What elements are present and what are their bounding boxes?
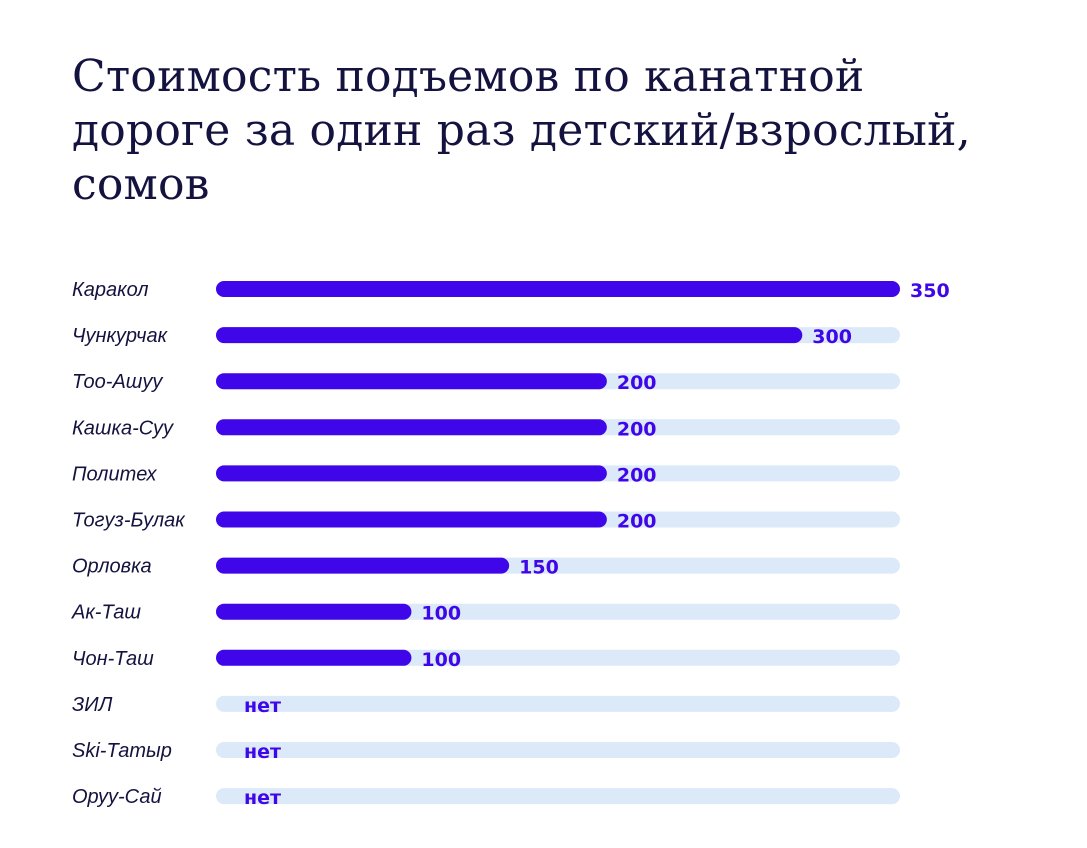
bar [216,465,607,482]
value-label: нет [244,695,281,717]
bar-track [216,695,900,712]
category-label: Ак-Таш [71,602,141,624]
bar-row: Тоо-Ашуу 200 [72,371,900,394]
value-label: 300 [812,326,852,348]
bar [216,511,607,528]
category-label: Тоо-Ашуу [72,371,163,393]
bar-row: Орловка 150 [72,556,900,579]
value-label: 200 [617,511,657,533]
category-label: Каракол [72,279,149,301]
category-label: Оруу-Сай [72,786,162,808]
value-label: нет [244,741,281,763]
bar-track [216,788,900,805]
bar-track [216,742,900,758]
bar [216,649,412,666]
bar-row: Чункурчак 300 [72,325,900,348]
bar [216,327,803,344]
category-label: Ski-Татыр [72,740,172,762]
category-label: Кашка-Суу [72,417,174,439]
category-label: Чункурчак [72,325,169,347]
chart-title: Стоимость подъемов по канатной дороге за… [72,51,971,210]
value-label: 100 [421,649,461,671]
value-label: 200 [617,418,657,440]
bar-row: Оруу-Сай нет [72,786,900,809]
bar [216,419,607,436]
bar-row: Политех 200 [72,463,900,486]
value-label: нет [244,787,281,809]
category-label: ЗИЛ [72,694,113,716]
value-label: 350 [910,280,950,302]
bar-row: Ski-Татыр нет [72,740,900,763]
bar-row: Ак-Таш 100 [71,602,900,625]
bar [216,557,510,574]
bar-row: Чон-Таш 100 [72,648,900,671]
value-label: 200 [617,372,657,394]
bar-row: Кашка-Суу 200 [72,417,900,440]
bar [216,281,900,297]
bar-row: Каракол 350 [72,279,950,302]
value-label: 200 [617,464,657,486]
bar [216,373,607,390]
category-label: Чон-Таш [72,648,154,670]
category-label: Тогуз-Булак [72,510,186,532]
bar-row: ЗИЛ нет [72,694,900,717]
bar-row: Тогуз-Булак 200 [72,510,900,533]
bar [216,603,412,620]
value-label: 100 [421,603,461,625]
value-label: 150 [519,557,559,579]
category-label: Политех [72,463,157,485]
category-label: Орловка [72,556,152,578]
